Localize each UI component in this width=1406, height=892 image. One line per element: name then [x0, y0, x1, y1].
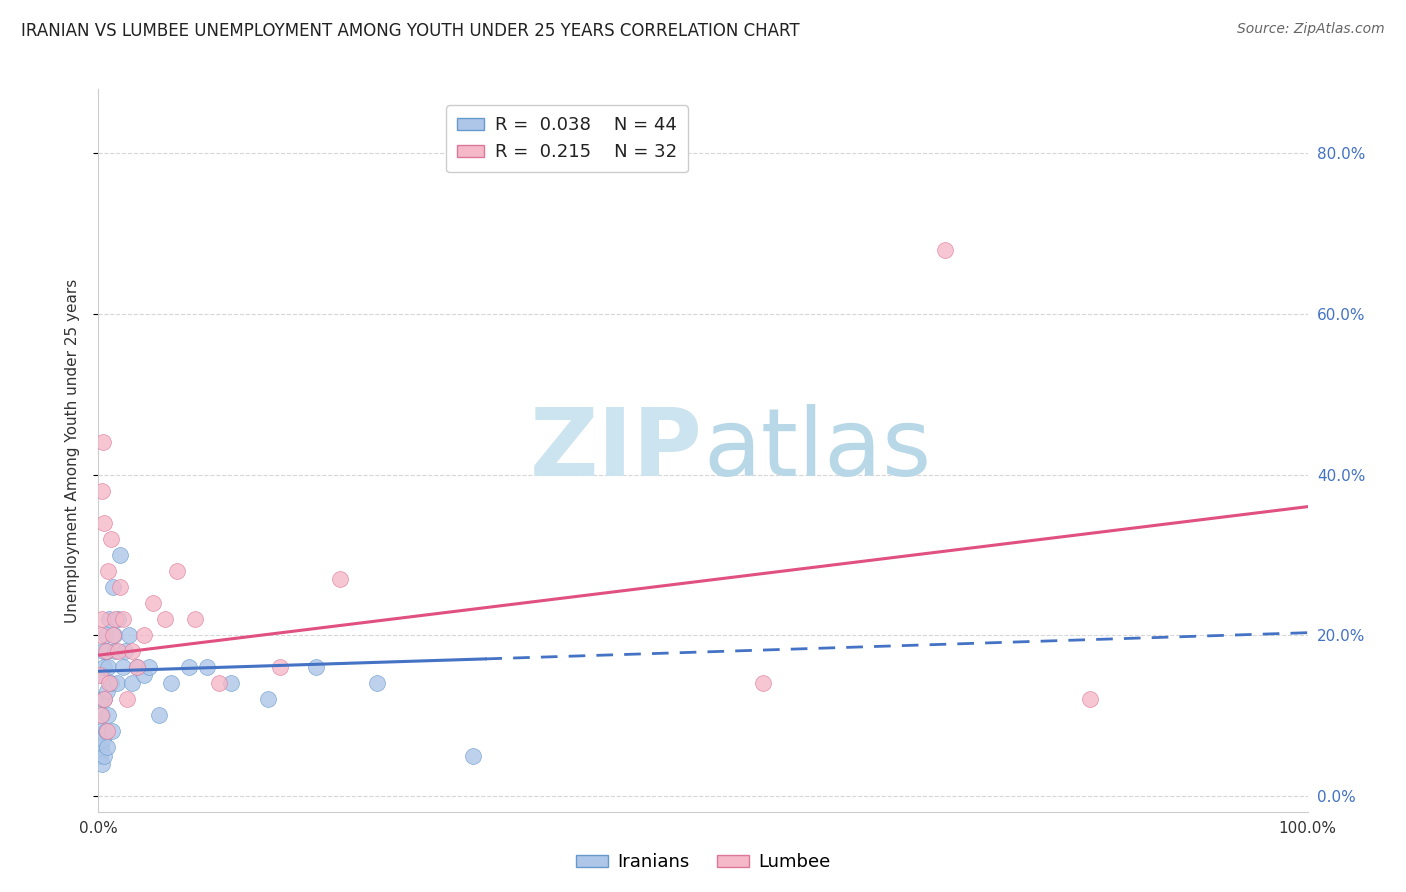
Point	[134, 628, 156, 642]
Point	[90, 628, 112, 642]
Point	[91, 612, 114, 626]
Point	[366, 676, 388, 690]
Point	[100, 532, 122, 546]
Point	[98, 612, 121, 626]
Point	[105, 676, 128, 690]
Legend: R =  0.038    N = 44, R =  0.215    N = 32: R = 0.038 N = 44, R = 0.215 N = 32	[446, 105, 688, 172]
Point	[195, 660, 218, 674]
Point	[91, 644, 114, 658]
Point	[91, 756, 114, 771]
Point	[94, 644, 117, 658]
Point	[96, 724, 118, 739]
Point	[90, 740, 112, 755]
Point	[256, 692, 278, 706]
Point	[111, 660, 134, 674]
Point	[96, 644, 118, 658]
Point	[90, 708, 112, 723]
Point	[90, 692, 112, 706]
Point	[91, 668, 114, 682]
Point	[166, 564, 188, 578]
Y-axis label: Unemployment Among Youth under 25 years: Unemployment Among Youth under 25 years	[65, 278, 80, 623]
Point	[104, 644, 127, 658]
Point	[463, 748, 485, 763]
Point	[91, 435, 114, 450]
Point	[121, 676, 143, 690]
Point	[114, 644, 136, 658]
Point	[269, 660, 291, 674]
Point	[108, 548, 131, 562]
Point	[142, 596, 165, 610]
Point	[91, 708, 114, 723]
Point	[934, 243, 956, 257]
Point	[1078, 692, 1101, 706]
Point	[184, 612, 207, 626]
Point	[98, 676, 121, 690]
Point	[117, 692, 139, 706]
Point	[329, 572, 352, 586]
Point	[96, 684, 118, 698]
Point	[94, 724, 117, 739]
Text: IRANIAN VS LUMBEE UNEMPLOYMENT AMONG YOUTH UNDER 25 YEARS CORRELATION CHART: IRANIAN VS LUMBEE UNEMPLOYMENT AMONG YOU…	[21, 22, 800, 40]
Point	[93, 660, 115, 674]
Point	[96, 740, 118, 755]
Point	[90, 724, 112, 739]
Point	[153, 612, 176, 626]
Point	[127, 660, 149, 674]
Point	[107, 644, 129, 658]
Point	[93, 692, 115, 706]
Point	[94, 628, 117, 642]
Point	[97, 660, 120, 674]
Point	[111, 612, 134, 626]
Point	[121, 644, 143, 658]
Text: Source: ZipAtlas.com: Source: ZipAtlas.com	[1237, 22, 1385, 37]
Point	[93, 692, 115, 706]
Point	[91, 483, 114, 498]
Text: ZIP: ZIP	[530, 404, 703, 497]
Point	[107, 612, 129, 626]
Point	[138, 660, 160, 674]
Point	[127, 660, 149, 674]
Point	[93, 516, 115, 530]
Point	[118, 628, 141, 642]
Point	[97, 708, 120, 723]
Point	[97, 564, 120, 578]
Point	[179, 660, 201, 674]
Point	[100, 676, 122, 690]
Text: atlas: atlas	[703, 404, 931, 497]
Point	[104, 612, 127, 626]
Point	[108, 580, 131, 594]
Point	[221, 676, 243, 690]
Point	[89, 668, 111, 682]
Point	[752, 676, 775, 690]
Legend: Iranians, Lumbee: Iranians, Lumbee	[568, 847, 838, 879]
Point	[208, 676, 231, 690]
Point	[100, 724, 122, 739]
Point	[101, 628, 124, 642]
Point	[160, 676, 183, 690]
Point	[89, 748, 111, 763]
Point	[101, 580, 124, 594]
Point	[93, 748, 115, 763]
Point	[148, 708, 170, 723]
Point	[103, 628, 125, 642]
Point	[305, 660, 328, 674]
Point	[91, 732, 114, 747]
Point	[134, 668, 156, 682]
